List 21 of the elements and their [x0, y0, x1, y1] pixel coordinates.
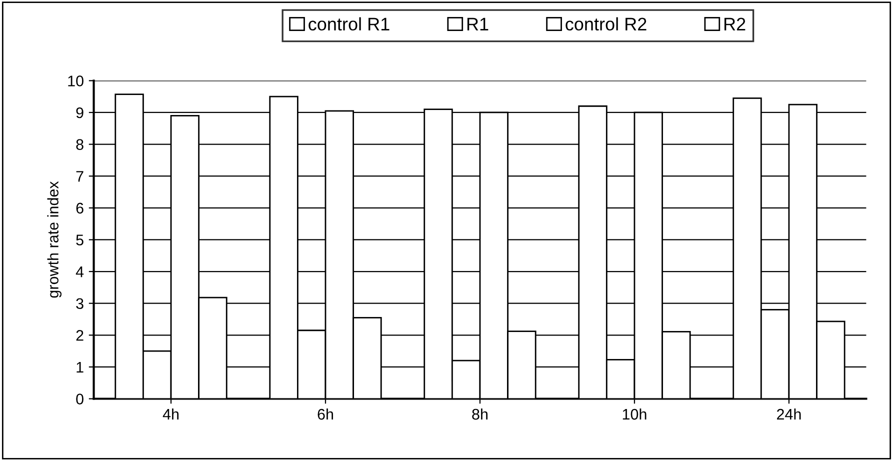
y-tick-label: 4	[76, 266, 84, 278]
legend-label: R2	[724, 18, 746, 30]
y-tick-label: 0	[76, 394, 84, 404]
x-tick-label: 4h	[162, 408, 179, 420]
legend-label: R1	[467, 18, 488, 30]
y-tick-label: 10	[68, 76, 84, 86]
x-tick-label: 10h	[622, 408, 646, 420]
y-tick-label: 7	[76, 171, 84, 182]
y-tick-label: 8	[76, 139, 84, 150]
legend-label: control R2	[566, 17, 646, 31]
x-tick-label: 24h	[776, 408, 801, 420]
x-tick-label: 8h	[472, 408, 488, 420]
legend-label: control R1	[308, 17, 390, 31]
y-tick-label: 1	[76, 362, 84, 372]
x-tick-label: 6h	[318, 408, 334, 420]
y-tick-label: 5	[76, 234, 84, 246]
y-tick-label: 6	[76, 202, 84, 214]
y-tick-label: 3	[76, 298, 84, 310]
y-tick-label: 2	[76, 330, 84, 341]
y-tick-label: 9	[76, 107, 84, 118]
y-axis-title: growth rate index	[47, 181, 62, 298]
